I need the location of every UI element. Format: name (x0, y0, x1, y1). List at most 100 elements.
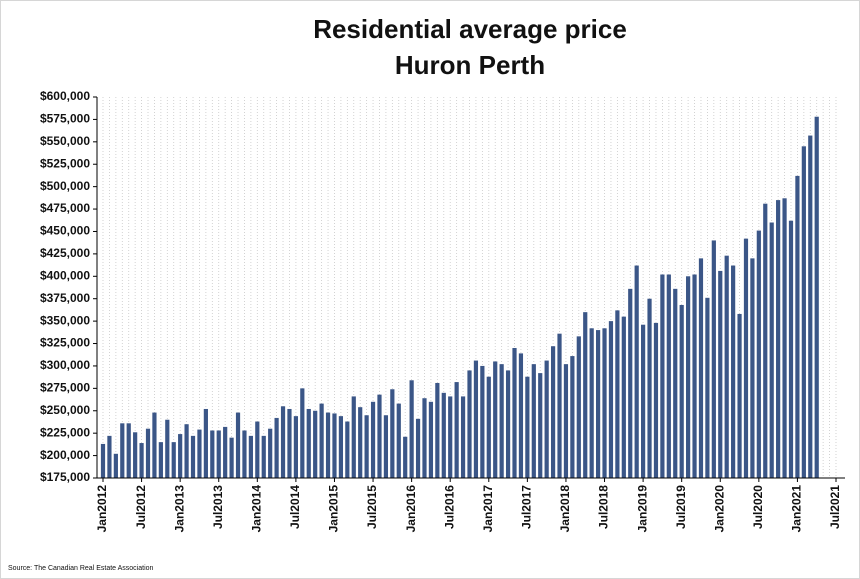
bar (808, 135, 813, 479)
x-tick-label: Jul2018 (597, 485, 611, 529)
y-tick-label: $425,000 (40, 246, 90, 260)
x-tick-label: Jan2018 (558, 485, 572, 533)
bar (505, 370, 511, 478)
y-tick-label: $200,000 (40, 448, 90, 462)
bar (216, 430, 221, 478)
bar (531, 364, 536, 478)
x-tick-label: Jan2012 (95, 485, 109, 533)
bar (782, 198, 787, 478)
x-tick-label: Jan2020 (712, 485, 726, 533)
bar (178, 434, 183, 478)
x-tick-label: Jul2012 (134, 485, 148, 529)
bar (107, 435, 112, 478)
bar (345, 421, 350, 478)
bar (255, 421, 260, 478)
bar (248, 435, 253, 478)
bar (313, 410, 318, 478)
x-tick-label: Jul2015 (365, 485, 379, 529)
x-tick-label: Jan2017 (481, 485, 495, 533)
bar (756, 230, 761, 478)
bar (364, 415, 369, 478)
bar (692, 274, 697, 478)
bar (589, 328, 594, 478)
chart-title: Residential average price (313, 14, 627, 44)
bar (628, 288, 633, 478)
y-tick-label: $225,000 (40, 425, 90, 439)
bar (634, 265, 639, 478)
bar (152, 412, 157, 478)
bar (563, 364, 569, 478)
y-tick-label: $600,000 (40, 89, 90, 103)
bar (724, 255, 729, 478)
bar (184, 424, 189, 478)
bar (351, 396, 356, 478)
bar (396, 403, 401, 478)
bar (171, 442, 176, 478)
x-tick-label: Jan2016 (404, 485, 418, 533)
bar (493, 361, 498, 478)
bar (595, 330, 601, 478)
bar (686, 276, 691, 478)
bar (113, 453, 118, 478)
bar (306, 408, 311, 478)
bar (235, 412, 241, 478)
bar (428, 401, 434, 478)
bar (409, 380, 414, 478)
y-tick-label: $250,000 (40, 403, 90, 417)
bar (422, 398, 427, 478)
bar (814, 116, 819, 478)
bar (673, 288, 678, 478)
bar (287, 408, 292, 478)
x-tick-label: Jan2019 (635, 485, 649, 533)
bar (441, 392, 446, 478)
bar (370, 401, 376, 478)
bar (325, 412, 331, 478)
y-tick-label: $375,000 (40, 291, 90, 305)
bar (126, 423, 131, 478)
bar (100, 443, 106, 478)
y-tick-label: $350,000 (40, 313, 90, 327)
bar (576, 336, 581, 478)
bar (403, 436, 408, 478)
bar (750, 258, 755, 478)
x-tick-label: Jul2016 (442, 485, 456, 529)
bar (583, 312, 588, 478)
bar (390, 389, 395, 478)
bar (641, 324, 646, 478)
bar (570, 356, 575, 478)
x-tick-label: Jul2019 (674, 485, 688, 529)
y-tick-label: $575,000 (40, 112, 90, 126)
y-tick-label: $275,000 (40, 381, 90, 395)
bar (666, 274, 671, 478)
bar (653, 322, 659, 478)
bar (486, 376, 491, 478)
y-tick-label: $475,000 (40, 201, 90, 215)
bar (203, 408, 208, 478)
y-tick-label: $325,000 (40, 336, 90, 350)
bar (743, 238, 749, 478)
bar (448, 396, 453, 478)
bar (145, 428, 151, 478)
bar (261, 435, 266, 478)
y-tick-label: $400,000 (40, 268, 90, 282)
bar (338, 416, 344, 478)
bar (538, 373, 543, 478)
bar (280, 406, 286, 478)
bar (647, 298, 652, 478)
bar (223, 426, 228, 478)
x-tick-label: Jul2013 (211, 485, 225, 529)
bar (467, 370, 472, 478)
bar (229, 437, 234, 478)
bar (210, 430, 215, 478)
bar (518, 353, 524, 478)
bar (731, 265, 736, 478)
bar (473, 360, 479, 478)
bar (480, 365, 485, 478)
bar (705, 297, 710, 478)
bar (550, 346, 556, 478)
bar (133, 432, 138, 478)
y-tick-label: $500,000 (40, 179, 90, 193)
bar (332, 413, 337, 478)
bar (454, 382, 459, 478)
